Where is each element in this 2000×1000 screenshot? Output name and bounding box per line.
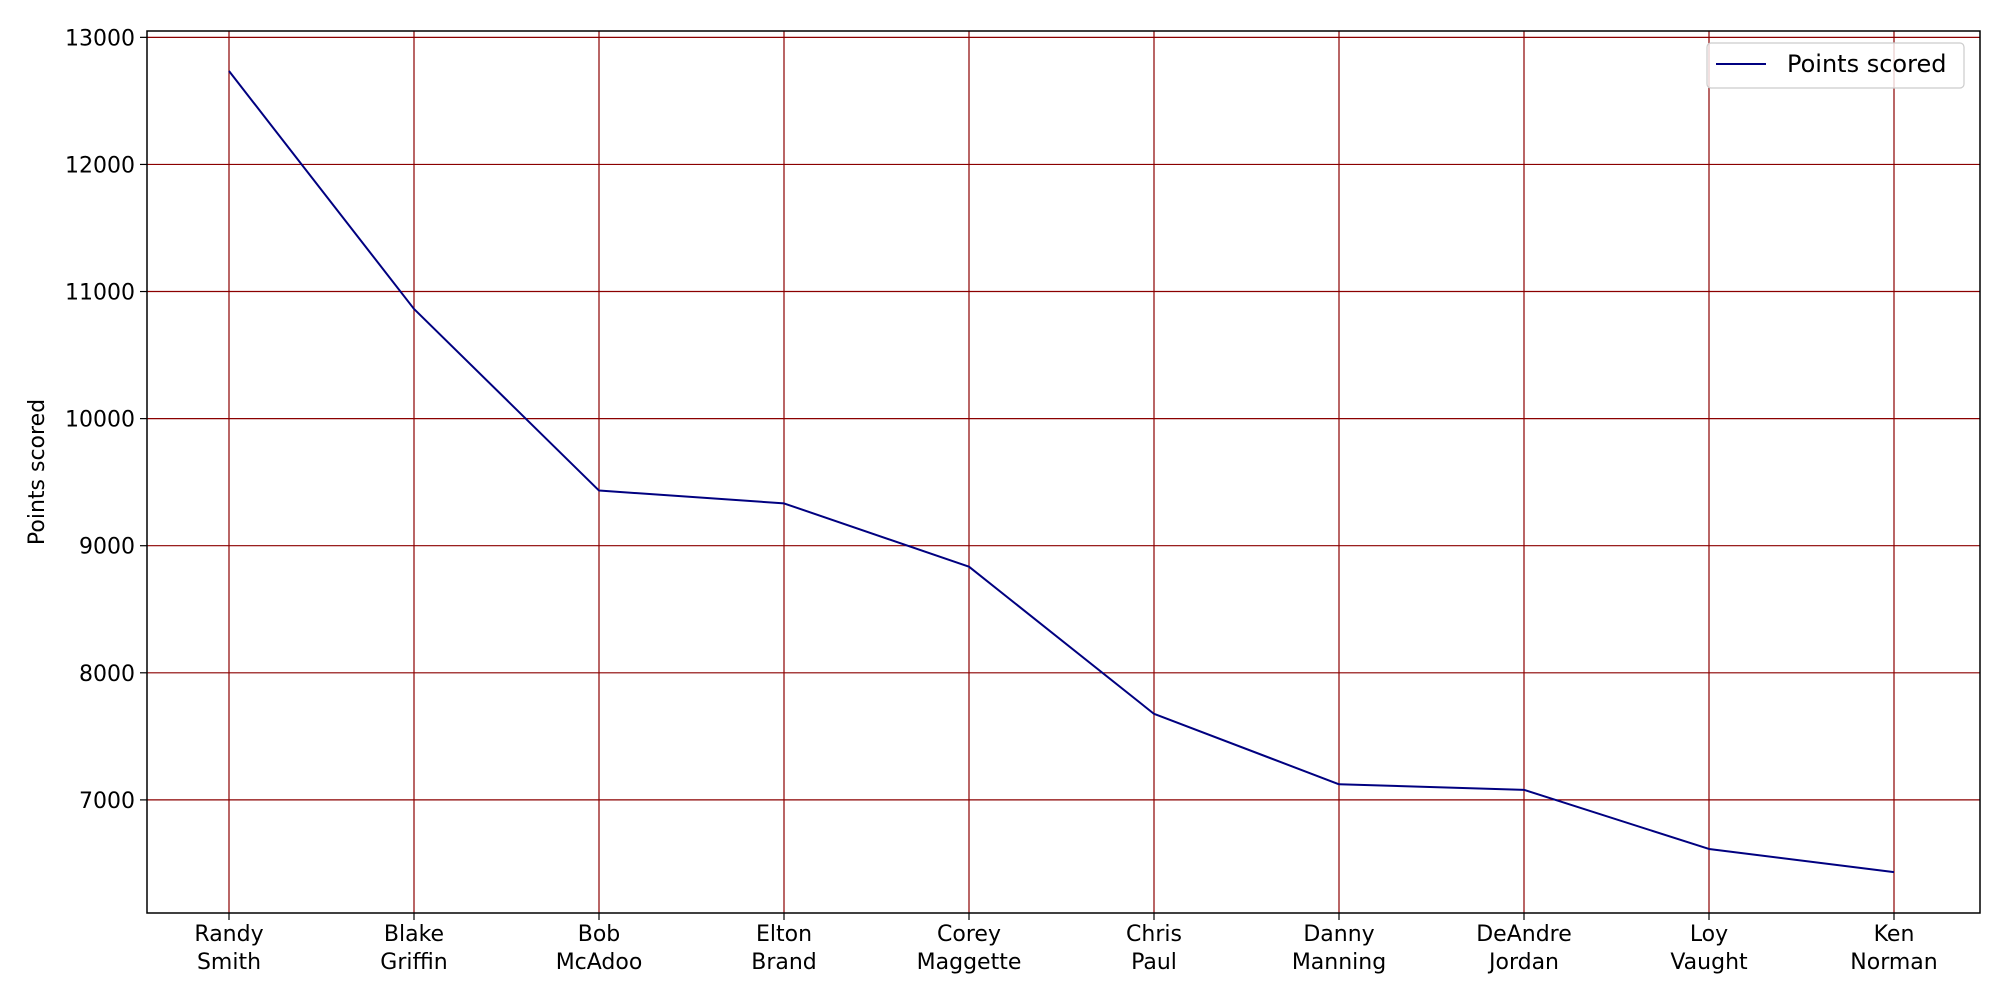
- data-point: [967, 565, 971, 569]
- series-line-points-scored: [228, 70, 1895, 874]
- data-point: [782, 501, 786, 505]
- y-tick-label: 7000: [79, 789, 135, 814]
- x-tick-label-line: Jordan: [1487, 950, 1559, 975]
- x-tick-label-line: Blake: [384, 922, 444, 947]
- x-tick-label: Bob McAdoo: [556, 922, 643, 975]
- label-layer: Randy Smith Blake Griffin Bob McAdoo Elton Bran…: [65, 26, 1938, 975]
- x-tick-label-line: Randy: [194, 922, 263, 947]
- y-tick-label: 8000: [79, 662, 135, 687]
- grid-layer: [147, 31, 1980, 913]
- data-point: [1337, 782, 1341, 786]
- x-tick-label-line: DeAndre: [1476, 922, 1572, 947]
- x-tick-label-line: Corey: [937, 922, 1001, 947]
- y-tick-label: 11000: [65, 281, 135, 306]
- x-tick-label-line: McAdoo: [556, 950, 643, 975]
- data-point: [1152, 712, 1156, 716]
- legend-label-points-scored: Points scored: [1787, 50, 1946, 78]
- x-tick-label: Corey Maggette: [917, 922, 1022, 975]
- x-tick-label-line: Elton: [756, 922, 812, 947]
- x-tick-label: Chris Paul: [1126, 922, 1182, 975]
- x-tick-label-line: Paul: [1131, 950, 1177, 975]
- data-point: [1707, 847, 1711, 851]
- tick-layer: [140, 36, 1895, 920]
- data-point: [227, 69, 231, 73]
- legend: Points scored: [1706, 42, 1965, 89]
- x-tick-label-line: Norman: [1850, 950, 1937, 975]
- x-tick-label-line: Smith: [197, 950, 261, 975]
- x-tick-label-line: Griffin: [380, 950, 447, 975]
- data-point: [1522, 788, 1526, 792]
- y-axis-label: Points scored: [25, 399, 50, 545]
- x-tick-label-line: Bob: [578, 922, 621, 947]
- series-layer: [227, 69, 1896, 874]
- x-tick-label-line: Vaught: [1670, 950, 1748, 975]
- x-tick-label: DeAndre Jordan: [1476, 922, 1572, 975]
- y-tick-label: 13000: [65, 26, 135, 51]
- x-tick-label-line: Manning: [1292, 950, 1386, 975]
- x-tick-label-line: Maggette: [917, 950, 1022, 975]
- y-tick-label: 10000: [65, 408, 135, 433]
- x-tick-label: Danny Manning: [1292, 922, 1386, 975]
- x-tick-label-line: Chris: [1126, 922, 1182, 947]
- x-tick-label: Elton Brand: [751, 922, 817, 975]
- x-tick-label-line: Brand: [751, 950, 817, 975]
- x-tick-label: Randy Smith: [194, 922, 263, 975]
- y-tick-label: 12000: [65, 153, 135, 178]
- x-tick-label: Loy Vaught: [1670, 922, 1748, 975]
- data-point: [412, 307, 416, 311]
- data-point: [1892, 870, 1896, 874]
- x-tick-label-line: Danny: [1303, 922, 1374, 947]
- x-tick-label: Ken Norman: [1850, 922, 1937, 975]
- plot-frame: [146, 30, 1981, 914]
- y-tick-label: 9000: [79, 535, 135, 560]
- data-point: [597, 489, 601, 493]
- legend-box: [1706, 42, 1965, 89]
- x-tick-label-line: Loy: [1690, 922, 1728, 947]
- x-tick-label: Blake Griffin: [380, 922, 447, 975]
- x-tick-label-line: Ken: [1874, 922, 1915, 947]
